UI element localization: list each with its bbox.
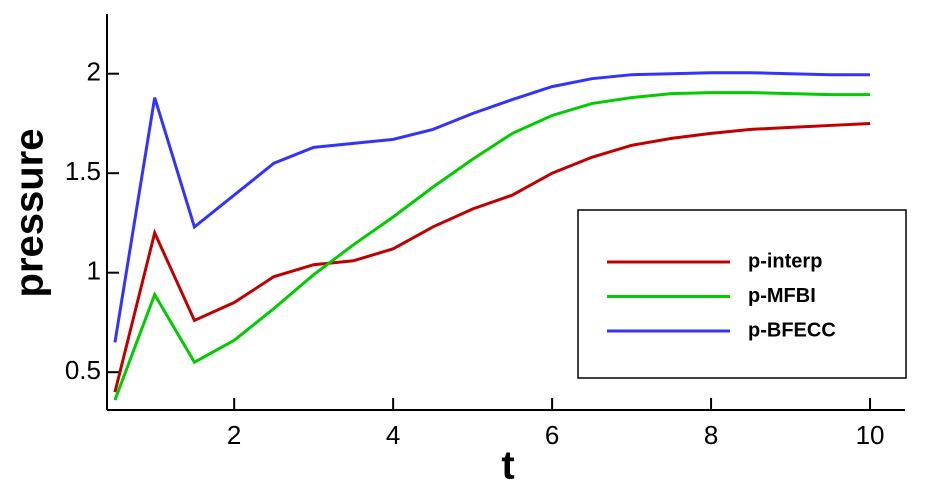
- legend-label: p-MFBI: [748, 285, 816, 307]
- legend-label: p-interp: [748, 250, 822, 272]
- x-tick-label: 6: [545, 420, 559, 450]
- y-tick-label: 2: [87, 57, 101, 87]
- legend-label: p-BFECC: [748, 319, 836, 341]
- y-tick-label: 1.5: [65, 156, 101, 186]
- y-tick-label: 1: [87, 256, 101, 286]
- legend-box: [577, 209, 907, 379]
- x-tick-label: 2: [227, 420, 241, 450]
- series-line: [113, 91, 871, 401]
- x-tick-label: 4: [386, 420, 400, 450]
- x-tick-label: 8: [704, 420, 718, 450]
- y-axis-label: pressure: [8, 129, 52, 298]
- x-axis-label: t: [501, 444, 514, 488]
- y-tick-label: 0.5: [65, 355, 101, 385]
- series-line: [113, 121, 871, 393]
- x-tick-label: 10: [856, 420, 885, 450]
- series-line: [113, 71, 871, 343]
